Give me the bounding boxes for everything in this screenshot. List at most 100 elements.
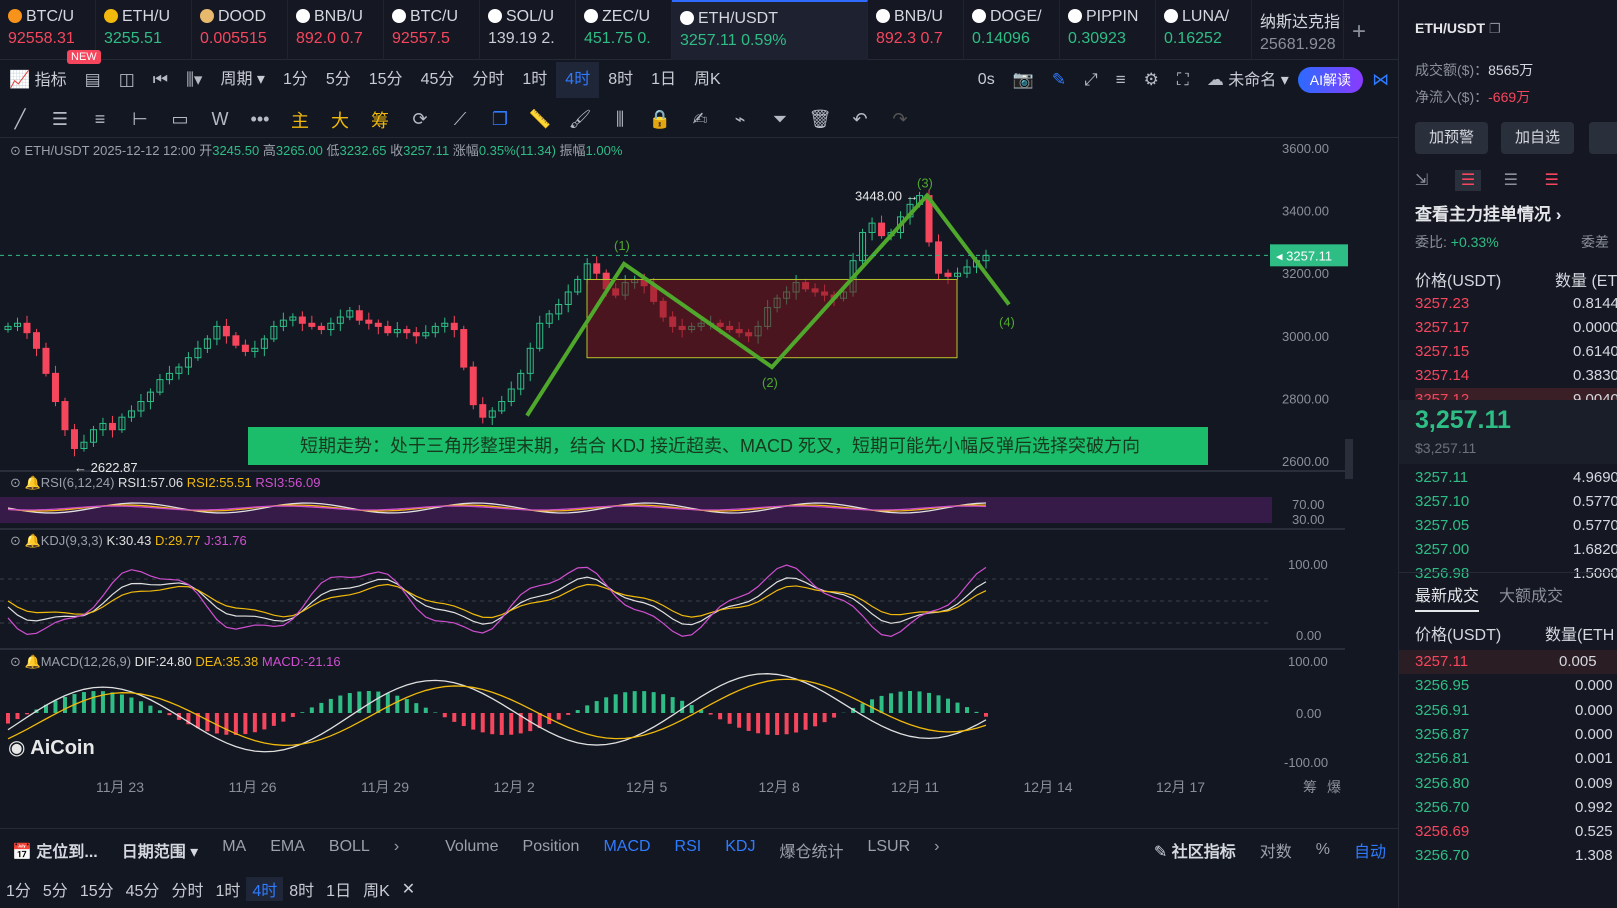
community-indicator-button[interactable]: ✎ 社区指标 [1142,838,1248,862]
large-order-button[interactable]: 大 [331,110,349,131]
interval-8[interactable]: 1日 [651,71,677,88]
collapse-icon[interactable]: ⊙ [10,143,21,158]
more-indicators-icon[interactable]: › [393,837,400,855]
list-icon[interactable]: ≡ [1115,70,1126,89]
indicator-8[interactable]: 爆仓统计 [779,843,844,861]
period-8[interactable]: 1日 [326,883,352,900]
hlines-tool-icon[interactable]: ≡ [94,109,106,129]
layout-icon[interactable]: ◫ [118,70,135,89]
fullscreen-icon[interactable]: ⛶ [1176,70,1189,89]
period-3[interactable]: 45分 [125,883,160,900]
period-6[interactable]: 4时 [246,877,284,901]
bid-row[interactable]: 3256.98 1.5000 [1415,562,1617,586]
interval-5[interactable]: 1时 [522,71,548,88]
bid-row[interactable]: 3257.05 0.5770 [1415,514,1617,538]
ask-row[interactable]: 3257.23 0.8144 [1415,292,1617,316]
copy-icon[interactable]: ❐ [1488,21,1501,36]
indicator-7[interactable]: KDJ [725,837,756,855]
view-bids-icon[interactable]: ☰ [1503,172,1518,189]
tab-latest-trades[interactable]: 最新成交 [1415,582,1480,612]
close-period-bar-icon[interactable]: ✕ [401,881,416,898]
main-force-button[interactable]: 主 [291,110,309,131]
tab-6[interactable]: ZEC/U 451.75 0. [576,0,672,60]
log-scale-toggle[interactable]: 对数 [1259,843,1292,861]
indicator-2[interactable]: BOLL [328,837,370,855]
lock-icon[interactable]: 🔒 [648,109,672,129]
interval-1[interactable]: 5分 [325,71,351,88]
note-icon[interactable]: ✍ [692,109,708,129]
bid-row[interactable]: 3257.10 0.5770 [1415,490,1617,514]
percent-toggle[interactable]: % [1315,840,1330,858]
rect-tool-icon[interactable]: ▭ [171,109,189,129]
view-asks-icon[interactable]: ☰ [1544,172,1559,189]
indicator-6[interactable]: RSI [674,837,702,855]
tab-3[interactable]: BNB/U 892.0 0.7 [288,0,384,60]
interval-2[interactable]: 15分 [368,71,403,88]
bell-icon[interactable]: 🔔 [24,475,41,490]
tab-2[interactable]: DOOD 0.005515 [192,0,288,60]
filter-icon[interactable]: ⏷ [772,109,788,129]
trendline-tool-icon[interactable]: ╱ [14,109,26,129]
tab-1[interactable]: ETH/U 3255.51 [96,0,192,60]
date-range-dropdown[interactable]: 日期范围 ▾ [121,843,199,861]
add-alert-button[interactable]: 加预警 [1415,122,1489,154]
parallel-tool-icon[interactable]: ☰ [51,109,69,129]
wave-tool-icon[interactable]: W [211,109,229,129]
bell-icon[interactable]: 🔔 [24,654,41,669]
tab-4[interactable]: BTC/U 92557.5 [384,0,480,60]
measure-icon[interactable]: ⟋ [453,109,467,129]
trash-icon[interactable]: 🗑 [808,109,832,129]
sync-icon[interactable]: ⟳ [412,109,428,129]
indicator-1[interactable]: EMA [270,837,305,855]
collapse-icon[interactable]: ⊙ [10,654,21,669]
collapse-icon[interactable]: ⊙ [10,533,21,548]
indicator-0[interactable]: MA [222,837,247,855]
period-1[interactable]: 5分 [42,883,68,900]
depth-link[interactable]: 查看主力挂单情况 › [1415,205,1562,224]
period-9[interactable]: 周K [363,883,390,900]
tab-7[interactable]: ETH/USDT 3257.11 0.59% [672,0,868,60]
add-favorite-button[interactable]: 加自选 [1501,122,1575,154]
export-icon[interactable]: ⇲ [1415,172,1429,189]
calendar-icon[interactable]: ▤ [84,70,101,89]
interval-6[interactable]: 4时 [556,62,600,98]
interval-4[interactable]: 分时 [472,71,505,88]
bid-row[interactable]: 3257.00 1.6820 [1415,538,1617,562]
camera-icon[interactable]: 📷 [1012,70,1034,89]
tab-0[interactable]: BTC/U 92558.31 [0,0,96,60]
chart-area[interactable]: 3600.00 3400.00 3200.00 3000.00 2800.00 2600.… [0,139,1398,819]
indicator-4[interactable]: Position [522,837,580,855]
more-indicators-icon[interactable]: › [934,837,940,855]
ask-row[interactable]: 3257.15 0.6140 [1415,340,1617,364]
bars-icon[interactable]: ⫼ [615,109,625,129]
share-icon[interactable]: ⋈ [1372,70,1389,89]
layout-name-dropdown[interactable]: ☁ 未命名 ▾ [1206,70,1289,89]
add-tab-button[interactable]: + [1352,18,1367,45]
tab-8[interactable]: BNB/U 892.3 0.7 [868,0,964,60]
period-0[interactable]: 1分 [6,883,31,900]
period-7[interactable]: 8时 [289,883,315,900]
ai-interpret-button[interactable]: AI解读 [1297,67,1363,93]
tab-5[interactable]: SOL/U 139.19 2. [480,0,576,60]
auto-scale-toggle[interactable]: 自动 [1353,843,1386,861]
candle-type-icon[interactable]: ⫼▾ [186,70,203,89]
view-both-icon[interactable]: ☰ [1454,170,1482,191]
interval-0[interactable]: 1分 [282,71,308,88]
pane-resize-handle[interactable] [1345,439,1353,479]
tab-10[interactable]: PIPPIN 0.30923 [1060,0,1156,60]
indicator-3[interactable]: Volume [445,837,499,855]
indicator-5[interactable]: MACD [603,837,651,855]
ask-row[interactable]: 3257.17 0.0000 [1415,316,1617,340]
tab-9[interactable]: DOGE/0.14096 [964,0,1060,60]
redo-icon[interactable]: ↷ [892,109,908,129]
undo-icon[interactable]: ↶ [852,109,868,129]
collapse-icon[interactable]: ⊙ [10,475,21,490]
ask-row[interactable]: 3257.14 0.3830 [1415,364,1617,388]
bell-icon[interactable]: 🔔 [24,533,41,548]
more-button[interactable] [1589,122,1617,154]
interval-9[interactable]: 周K [694,71,721,88]
chip-button[interactable]: 筹 [371,110,389,131]
replay-icon[interactable]: ⏮ [152,70,169,89]
period-dropdown[interactable]: 周期 ▾ [211,62,274,98]
period-2[interactable]: 15分 [79,883,114,900]
